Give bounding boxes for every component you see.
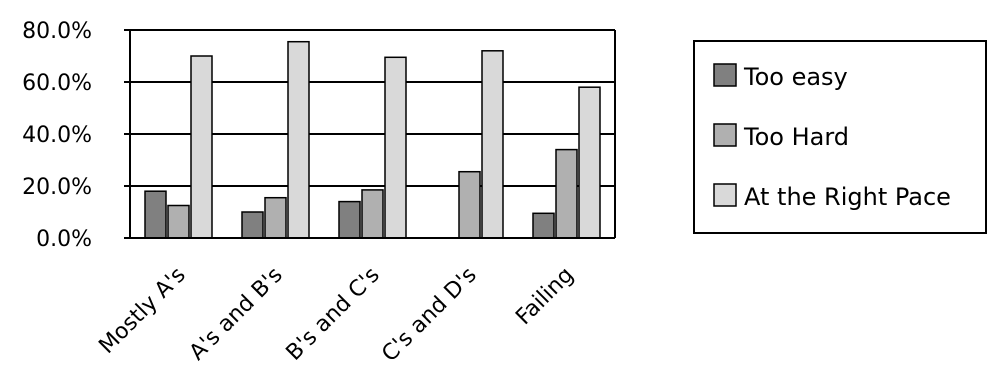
bar	[578, 86, 601, 239]
legend-label: Too easy	[743, 63, 848, 91]
bar	[241, 211, 264, 239]
legend-swatch	[713, 183, 737, 207]
x-category-label: Failing	[511, 263, 578, 330]
x-category-label: C's and D's	[377, 263, 481, 367]
y-tick-label: 80.0%	[22, 19, 92, 44]
bar	[287, 40, 310, 239]
axes	[124, 29, 616, 239]
bar	[264, 196, 287, 239]
bar	[338, 200, 361, 239]
x-category-labels: Mostly A'sA's and B'sB's and C'sC's and …	[94, 263, 578, 367]
x-category-label: B's and C's	[282, 263, 385, 366]
bar	[384, 56, 407, 239]
legend-label: Too Hard	[743, 123, 849, 151]
bar	[190, 55, 213, 239]
bars	[144, 40, 601, 239]
y-tick-labels: 0.0% 20.0% 40.0% 60.0% 80.0%	[22, 19, 92, 252]
legend: Too easy Too Hard At the Right Pace	[693, 40, 987, 234]
bar	[532, 212, 555, 239]
bar	[555, 148, 578, 239]
bar	[458, 170, 481, 239]
legend-box	[693, 40, 987, 234]
bar	[144, 190, 167, 239]
y-tick-label: 60.0%	[22, 71, 92, 96]
bar	[361, 189, 384, 239]
y-tick-label: 0.0%	[36, 227, 92, 252]
y-tick-label: 40.0%	[22, 123, 92, 148]
y-tick-label: 20.0%	[22, 175, 92, 200]
bar	[481, 50, 504, 239]
legend-swatch	[713, 63, 737, 87]
legend-swatch	[713, 123, 737, 147]
x-category-label: Mostly A's	[94, 263, 190, 359]
legend-label: At the Right Pace	[744, 183, 951, 211]
bar	[167, 204, 190, 239]
x-category-label: A's and B's	[185, 263, 288, 366]
